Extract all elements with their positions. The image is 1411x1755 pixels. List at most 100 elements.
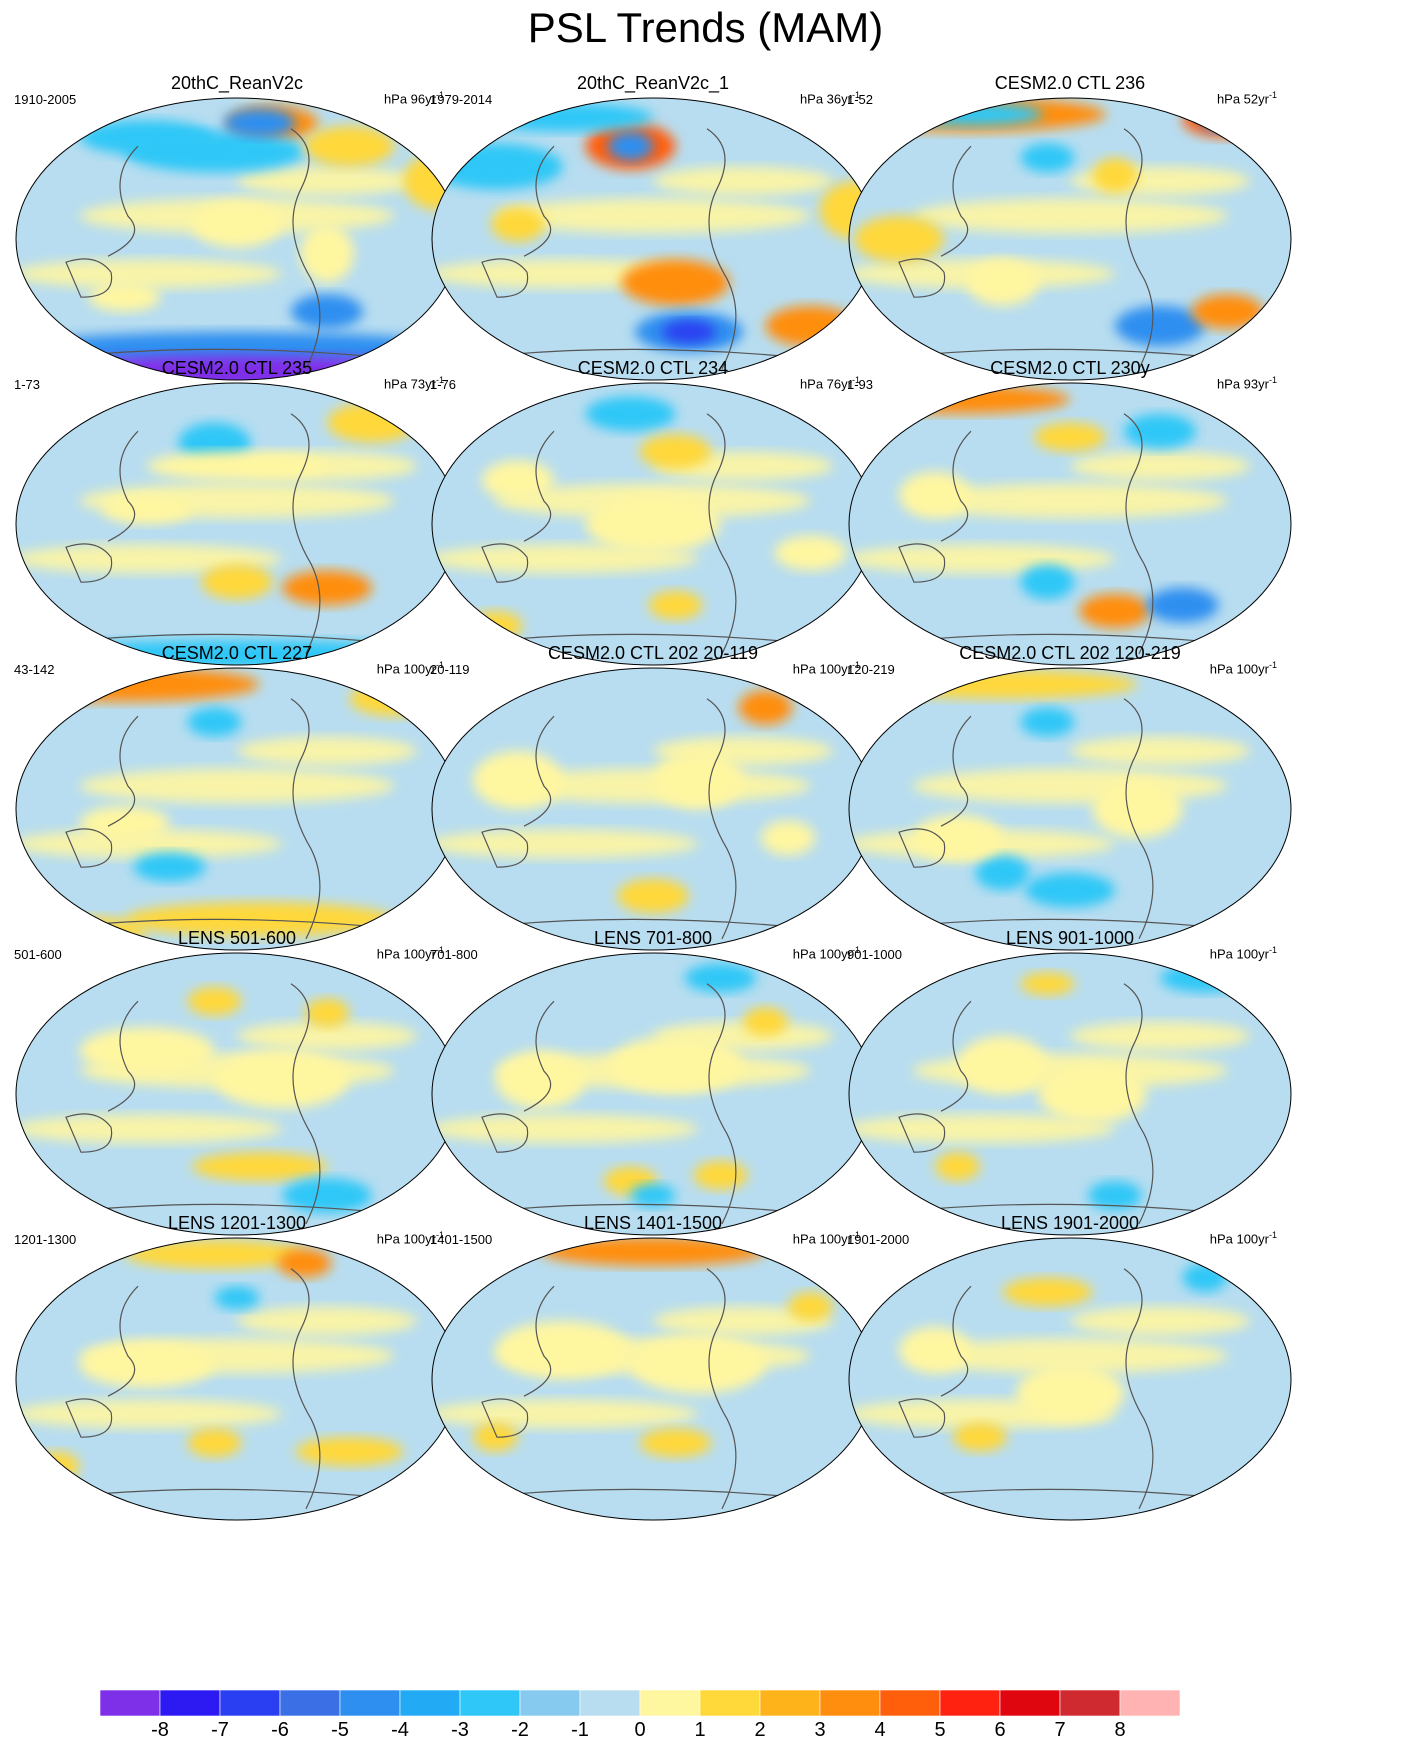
trend-contour [491,207,545,242]
units-exponent: -1 [1268,375,1277,385]
trend-contour [975,855,1030,891]
trend-map [431,97,875,381]
colorbar-tick-label: -4 [391,1719,409,1741]
trend-band [432,1114,698,1144]
panel-title: CESM2.0 CTL 227 [161,643,313,663]
trend-band [1070,1021,1250,1051]
trend-band [653,166,833,196]
coastline [523,1000,555,1112]
panel-units: hPa 100yr-1 [1210,657,1277,677]
trend-map [15,667,459,951]
units-text: hPa 100yr [792,1231,852,1247]
colorbar-swatch [579,1690,641,1716]
trend-contour [304,998,350,1028]
colorbar-swatch [1059,1690,1121,1716]
trend-contour [473,102,653,132]
trend-contour [585,495,721,553]
panel-title: LENS 1201-1300 [167,1213,307,1233]
colorbar-tick-label: 3 [814,1719,826,1741]
trend-band [849,1114,1115,1144]
map-outline [848,97,1292,381]
trend-map [848,667,1292,951]
trend-contour [953,1422,1007,1452]
panel-title: CESM2.0 CTL 202 20-119 [547,643,759,663]
trend-contour [79,1341,215,1388]
trend-band [849,544,1115,574]
trend-contour [684,963,757,993]
coastline [290,983,321,1225]
colorbar-swatch [219,1690,281,1716]
coastline [481,543,529,583]
map-panel: CESM2.0 CTL 235 1-73 hPa 73yr-1 [2,357,472,675]
trend-contour [187,1428,242,1458]
trend-band [432,829,698,859]
coastline [1123,413,1154,655]
trend-contour [693,1160,748,1190]
trend-contour [468,611,523,640]
units-text: hPa 100yr [792,661,852,677]
units-text: hPa 100yr [792,946,852,962]
colorbar-tick-label: -6 [271,1719,289,1741]
trend-contour [473,1422,518,1452]
map-background [16,1238,458,1520]
colorbar-tick-label: 2 [754,1719,766,1741]
panel-units: hPa 93yr-1 [1217,372,1277,392]
map-panel: LENS 501-600 501-600 hPa 100yr-1 [2,927,472,1245]
trend-contour [1038,1065,1147,1123]
panel-units: hPa 36yr-1 [800,87,860,107]
trend-contour [495,1050,586,1109]
coastline [1123,983,1154,1225]
trend-contour [79,1027,215,1074]
trend-contour [774,535,847,571]
units-text: hPa 100yr [1209,661,1269,677]
map-panel: CESM2.0 CTL 234 1-76 hPa 76yr-1 [418,357,888,675]
trend-band [653,1306,833,1336]
trend-contour [743,1007,788,1036]
coastline [523,145,555,257]
panel-period: 1-93 [847,377,874,392]
coastline [706,1268,737,1510]
coastline [1123,698,1154,940]
panel-title: LENS 1401-1500 [583,1213,723,1233]
trend-contour [738,690,793,725]
units-exponent: -1 [435,1230,444,1240]
panel-title: CESM2.0 CTL 236 [994,73,1146,93]
trend-band [237,1306,417,1336]
trend-contour [187,707,242,737]
coastline [940,1285,972,1397]
colorbar-tick-label: -7 [211,1719,229,1741]
trend-contour [282,1178,372,1213]
colorbar-swatch [100,1690,161,1716]
panel-period: 1-73 [14,377,41,392]
units-exponent: -1 [1268,1230,1277,1240]
panel-title: CESM2.0 CTL 234 [577,358,729,378]
trend-contour [849,384,1070,414]
units-text: hPa 100yr [1209,946,1269,962]
coastline [706,128,737,370]
trend-contour [630,1335,766,1394]
units-exponent: -1 [435,945,444,955]
units-text: hPa 100yr [376,1231,436,1247]
trend-contour [1034,422,1106,452]
coastline [481,828,529,868]
trend-contour [1025,872,1115,908]
trend-contour [133,852,206,882]
coastline [107,430,139,542]
panel-units: hPa 100yr-1 [377,942,444,962]
coastline [290,128,321,370]
trend-map [848,382,1292,666]
trend-contour [1200,108,1255,132]
trend-contour [88,282,161,312]
trend-band [237,736,417,766]
trend-map [15,1237,459,1521]
trend-contour [1124,413,1196,449]
trend-contour [957,1036,1048,1094]
panel-title: CESM2.0 CTL 202 120-219 [959,643,1181,663]
coastline [107,145,139,257]
panel-units: hPa 76yr-1 [800,372,860,392]
trend-contour [662,320,716,344]
colorbar-tick-label: -3 [451,1719,469,1741]
units-text: hPa 100yr [1209,1231,1269,1247]
coastline [940,145,972,257]
trend-contour [608,1036,743,1094]
